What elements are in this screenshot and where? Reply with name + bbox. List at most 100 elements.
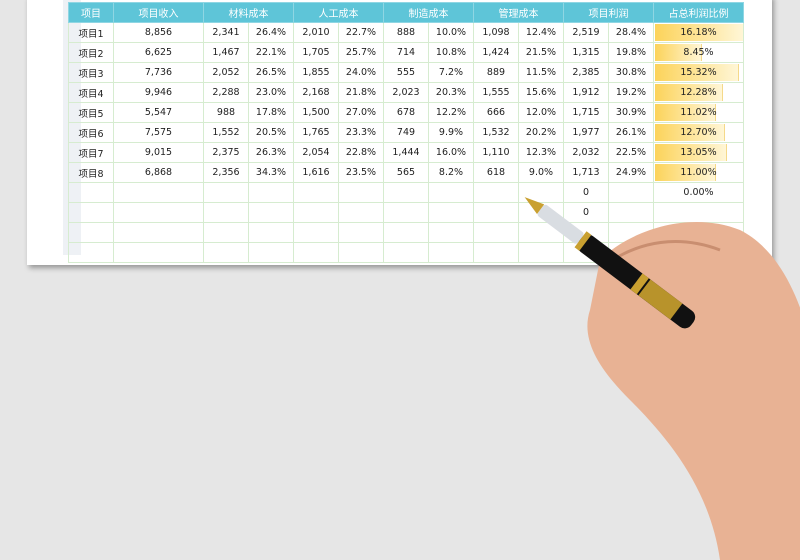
table-cell[interactable]: 9.0%: [518, 162, 564, 183]
table-cell[interactable]: 2,023: [383, 82, 429, 103]
table-cell[interactable]: 1,765: [293, 122, 339, 143]
table-cell[interactable]: [428, 182, 474, 203]
table-cell[interactable]: 555: [383, 62, 429, 83]
table-cell[interactable]: [68, 222, 114, 243]
table-cell[interactable]: 2,288: [203, 82, 249, 103]
table-cell[interactable]: [248, 182, 294, 203]
table-cell[interactable]: 2,168: [293, 82, 339, 103]
table-cell[interactable]: 项目6: [68, 122, 114, 143]
table-cell[interactable]: 11.02%: [653, 102, 744, 123]
table-cell[interactable]: 24.9%: [608, 162, 654, 183]
table-cell[interactable]: 17.8%: [248, 102, 294, 123]
table-cell[interactable]: 12.0%: [518, 102, 564, 123]
table-cell[interactable]: 项目4: [68, 82, 114, 103]
table-cell[interactable]: [338, 222, 384, 243]
table-cell[interactable]: 2,010: [293, 22, 339, 43]
table-cell[interactable]: 20.5%: [248, 122, 294, 143]
table-cell[interactable]: 2,385: [563, 62, 609, 83]
table-cell[interactable]: [68, 182, 114, 203]
table-cell[interactable]: [338, 202, 384, 223]
table-cell[interactable]: [473, 182, 519, 203]
table-cell[interactable]: 23.0%: [248, 82, 294, 103]
table-cell[interactable]: 26.3%: [248, 142, 294, 163]
table-cell[interactable]: 项目2: [68, 42, 114, 63]
table-cell[interactable]: 2,375: [203, 142, 249, 163]
table-cell[interactable]: 8.45%: [653, 42, 744, 63]
table-cell[interactable]: 30.9%: [608, 102, 654, 123]
table-cell[interactable]: 9,946: [113, 82, 204, 103]
table-cell[interactable]: 26.5%: [248, 62, 294, 83]
table-cell[interactable]: 8.2%: [428, 162, 474, 183]
table-cell[interactable]: 30.8%: [608, 62, 654, 83]
table-cell[interactable]: 15.6%: [518, 82, 564, 103]
table-cell[interactable]: [203, 202, 249, 223]
table-cell[interactable]: 项目8: [68, 162, 114, 183]
table-cell[interactable]: 27.0%: [338, 102, 384, 123]
table-cell[interactable]: [428, 242, 474, 263]
table-cell[interactable]: 12.28%: [653, 82, 744, 103]
table-cell[interactable]: [473, 222, 519, 243]
table-cell[interactable]: 26.4%: [248, 22, 294, 43]
table-cell[interactable]: 16.0%: [428, 142, 474, 163]
table-cell[interactable]: 714: [383, 42, 429, 63]
table-cell[interactable]: 1,098: [473, 22, 519, 43]
table-cell[interactable]: 7.2%: [428, 62, 474, 83]
table-cell[interactable]: 项目1: [68, 22, 114, 43]
table-cell[interactable]: 13.05%: [653, 142, 744, 163]
table-cell[interactable]: 1,424: [473, 42, 519, 63]
table-cell[interactable]: 22.1%: [248, 42, 294, 63]
table-cell[interactable]: 1,977: [563, 122, 609, 143]
table-cell[interactable]: 6,625: [113, 42, 204, 63]
column-header[interactable]: 材料成本: [203, 2, 294, 23]
table-cell[interactable]: [383, 222, 429, 243]
table-cell[interactable]: [68, 202, 114, 223]
table-cell[interactable]: 23.5%: [338, 162, 384, 183]
table-cell[interactable]: 7,736: [113, 62, 204, 83]
table-cell[interactable]: 项目7: [68, 142, 114, 163]
table-cell[interactable]: [338, 182, 384, 203]
table-cell[interactable]: [248, 222, 294, 243]
table-cell[interactable]: 10.8%: [428, 42, 474, 63]
table-cell[interactable]: 7,575: [113, 122, 204, 143]
column-header[interactable]: 项目: [68, 2, 114, 23]
table-cell[interactable]: 26.1%: [608, 122, 654, 143]
table-cell[interactable]: [473, 202, 519, 223]
table-cell[interactable]: [473, 242, 519, 263]
table-cell[interactable]: 15.32%: [653, 62, 744, 83]
table-cell[interactable]: 1,110: [473, 142, 519, 163]
table-cell[interactable]: [293, 182, 339, 203]
table-cell[interactable]: 2,519: [563, 22, 609, 43]
table-cell[interactable]: 20.2%: [518, 122, 564, 143]
table-cell[interactable]: 1,555: [473, 82, 519, 103]
table-cell[interactable]: [68, 242, 114, 263]
table-cell[interactable]: 21.5%: [518, 42, 564, 63]
table-cell[interactable]: 1,467: [203, 42, 249, 63]
table-cell[interactable]: [383, 202, 429, 223]
table-cell[interactable]: 2,032: [563, 142, 609, 163]
table-cell[interactable]: [203, 182, 249, 203]
table-cell[interactable]: 25.7%: [338, 42, 384, 63]
table-cell[interactable]: 1,713: [563, 162, 609, 183]
table-cell[interactable]: 1,715: [563, 102, 609, 123]
table-cell[interactable]: 22.5%: [608, 142, 654, 163]
table-cell[interactable]: 34.3%: [248, 162, 294, 183]
table-cell[interactable]: [248, 202, 294, 223]
table-cell[interactable]: [113, 202, 204, 223]
column-header[interactable]: 制造成本: [383, 2, 474, 23]
table-cell[interactable]: [248, 242, 294, 263]
table-cell[interactable]: 1,552: [203, 122, 249, 143]
table-cell[interactable]: [203, 222, 249, 243]
table-cell[interactable]: 888: [383, 22, 429, 43]
column-header[interactable]: 项目利润: [563, 2, 654, 23]
table-cell[interactable]: [428, 222, 474, 243]
table-cell[interactable]: 23.3%: [338, 122, 384, 143]
table-cell[interactable]: 889: [473, 62, 519, 83]
table-cell[interactable]: 8,856: [113, 22, 204, 43]
table-cell[interactable]: 678: [383, 102, 429, 123]
table-cell[interactable]: 12.70%: [653, 122, 744, 143]
table-cell[interactable]: 988: [203, 102, 249, 123]
table-cell[interactable]: 项目5: [68, 102, 114, 123]
table-cell[interactable]: 2,052: [203, 62, 249, 83]
table-cell[interactable]: [428, 202, 474, 223]
column-header[interactable]: 项目收入: [113, 2, 204, 23]
